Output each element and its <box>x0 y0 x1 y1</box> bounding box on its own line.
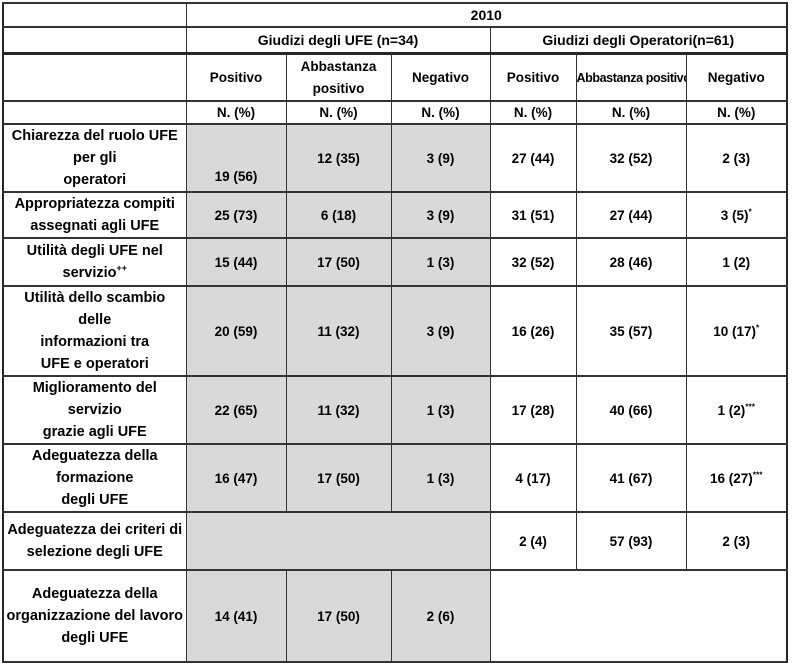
group-header-ufe: Giudizi degli UFE (n=34) <box>185 26 491 55</box>
table-row: Appropriatezza compiti assegnati agli UFE… <box>2 191 788 239</box>
col-header-ufe-abbastanza-positivo: Abbastanza positivo <box>285 52 392 102</box>
data-cell: 2 (3) <box>685 123 788 193</box>
data-cell: 28 (46) <box>575 237 687 287</box>
row-label: Appropriatezza compiti assegnati agli UFE <box>2 191 187 239</box>
unit-header: N. (%) <box>285 100 392 125</box>
row-label: Adeguatezza della formazione degli UFE <box>2 443 187 513</box>
data-cell: 16 (27)*** <box>685 443 788 513</box>
row-label: Miglioramento del servizio grazie agli UF… <box>2 375 187 445</box>
data-cell: 22 (65) <box>185 375 287 445</box>
data-cell: 10 (17)* <box>685 285 788 377</box>
data-cell: 3 (9) <box>390 123 491 193</box>
data-cell: 1 (2) <box>685 237 788 287</box>
data-cell: 1 (3) <box>390 237 491 287</box>
unit-header-row: N. (%) N. (%) N. (%) N. (%) N. (%) N. (%… <box>2 100 788 125</box>
stub-cell <box>2 26 187 55</box>
column-header-row: Positivo Abbastanza positivo Negativo Po… <box>2 52 788 102</box>
stub-cell <box>2 52 187 102</box>
data-cell: 31 (51) <box>489 191 577 239</box>
table-row: Adeguatezza della organizzazione del lavo… <box>2 569 788 663</box>
data-cell: 40 (66) <box>575 375 687 445</box>
data-cell: 25 (73) <box>185 191 287 239</box>
data-cell: 27 (44) <box>575 191 687 239</box>
data-cell: 6 (18) <box>285 191 392 239</box>
table-body: Chiarezza del ruolo UFE per gli operatori… <box>2 123 788 663</box>
year-header-row: 2010 <box>2 2 788 28</box>
significance-marker: *** <box>752 469 763 479</box>
data-cell: 16 (26) <box>489 285 577 377</box>
col-header-op-negativo: Negativo <box>685 52 788 102</box>
data-cell: 17 (28) <box>489 375 577 445</box>
data-cell: 16 (47) <box>185 443 287 513</box>
unit-header: N. (%) <box>575 100 687 125</box>
data-cell: 35 (57) <box>575 285 687 377</box>
unit-header: N. (%) <box>185 100 287 125</box>
data-cell: 20 (59) <box>185 285 287 377</box>
data-cell: 32 (52) <box>489 237 577 287</box>
data-cell: 11 (32) <box>285 285 392 377</box>
col-header-op-abbastanza-positivo: Abbastanza positivo <box>575 52 687 102</box>
significance-marker: * <box>748 206 752 216</box>
data-cell: 3 (9) <box>390 285 491 377</box>
data-cell: 17 (50) <box>285 443 392 513</box>
data-cell: 3 (5)* <box>685 191 788 239</box>
year-header-cell: 2010 <box>185 2 788 28</box>
data-cell: 17 (50) <box>285 569 392 663</box>
data-cell: 3 (9) <box>390 191 491 239</box>
data-cell: 1 (3) <box>390 443 491 513</box>
footnote-marker: ++ <box>116 263 128 274</box>
data-cell: 2 (4) <box>489 511 577 571</box>
empty-merged-cell <box>185 511 491 571</box>
table-row: Chiarezza del ruolo UFE per gli operatori… <box>2 123 788 193</box>
data-cell: 57 (93) <box>575 511 687 571</box>
table-row: Utilità dello scambio delle informazioni … <box>2 285 788 377</box>
data-cell: 2 (6) <box>390 569 491 663</box>
col-header-op-positivo: Positivo <box>489 52 577 102</box>
group-header-row: Giudizi degli UFE (n=34) Giudizi degli O… <box>2 26 788 55</box>
table-row: Miglioramento del servizio grazie agli UF… <box>2 375 788 445</box>
data-cell: 17 (50) <box>285 237 392 287</box>
data-cell: 19 (56) <box>185 123 287 193</box>
group-header-operatori: Giudizi degli Operatori(n=61) <box>489 26 788 55</box>
data-cell: 1 (3) <box>390 375 491 445</box>
unit-header: N. (%) <box>685 100 788 125</box>
unit-header: N. (%) <box>390 100 491 125</box>
empty-merged-cell <box>489 569 788 663</box>
table-row: Adeguatezza dei criteri di selezione degl… <box>2 511 788 571</box>
row-label: Utilità dello scambio delle informazioni … <box>2 285 187 377</box>
table-row: Utilità degli UFE nel servizio++ 15 (44) 1… <box>2 237 788 287</box>
data-cell: 14 (41) <box>185 569 287 663</box>
data-cell: 11 (32) <box>285 375 392 445</box>
unit-header: N. (%) <box>489 100 577 125</box>
data-cell: 1 (2)*** <box>685 375 788 445</box>
significance-marker: * <box>756 322 760 332</box>
row-label: Adeguatezza della organizzazione del lavo… <box>2 569 187 663</box>
significance-marker: *** <box>745 401 756 411</box>
row-label: Utilità degli UFE nel servizio++ <box>2 237 187 287</box>
data-cell: 2 (3) <box>685 511 788 571</box>
stub-cell <box>2 100 187 125</box>
row-label: Chiarezza del ruolo UFE per gli operatori <box>2 123 187 193</box>
col-header-ufe-positivo: Positivo <box>185 52 287 102</box>
data-cell: 4 (17) <box>489 443 577 513</box>
data-cell: 41 (67) <box>575 443 687 513</box>
data-cell: 12 (35) <box>285 123 392 193</box>
data-cell: 27 (44) <box>489 123 577 193</box>
row-label: Adeguatezza dei criteri di selezione degl… <box>2 511 187 571</box>
col-header-ufe-negativo: Negativo <box>390 52 491 102</box>
data-cell: 15 (44) <box>185 237 287 287</box>
data-cell: 32 (52) <box>575 123 687 193</box>
stub-cell <box>2 2 187 28</box>
table-row: Adeguatezza della formazione degli UFE 16 … <box>2 443 788 513</box>
